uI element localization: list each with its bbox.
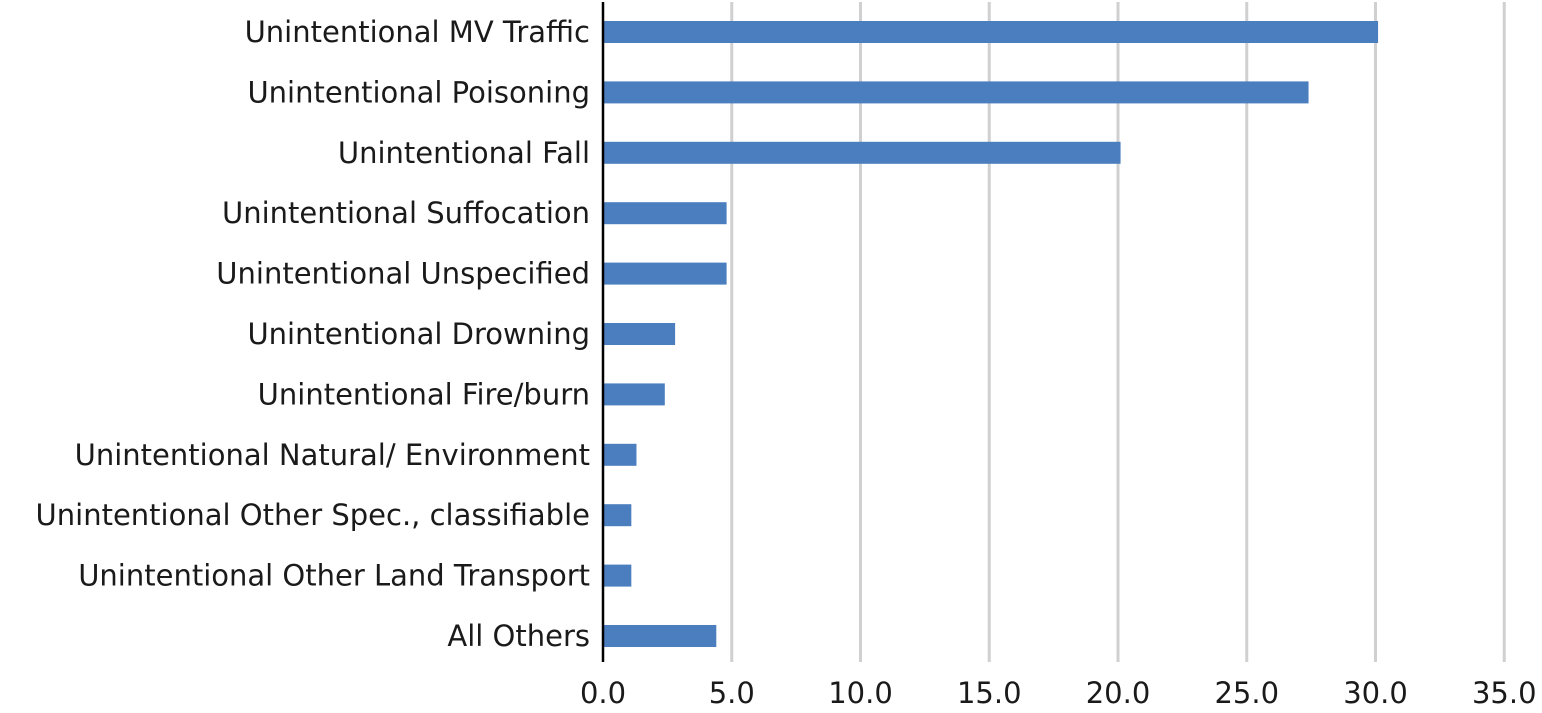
category-label: Unintentional Poisoning [247,75,590,109]
x-tick-label: 30.0 [1343,676,1408,710]
x-tick-label: 5.0 [709,676,755,710]
category-labels: Unintentional MV Traffic Unintentional Po… [36,15,590,653]
category-label: Unintentional Unspecified [216,257,590,291]
x-tick-label: 35.0 [1472,676,1537,710]
bar [603,564,632,587]
bar [603,21,1379,43]
bar [603,383,665,406]
grid-lines [730,2,1506,662]
category-label: Unintentional Fall [338,136,590,170]
bars [603,21,1379,647]
category-label: Unintentional MV Traffic [245,15,590,49]
bar [603,625,717,647]
bar [603,202,727,225]
bar [603,443,637,466]
x-tick-label: 10.0 [828,676,893,710]
bar [603,323,676,345]
bar [603,262,727,285]
category-label: Unintentional Natural/ Environment [75,438,590,472]
category-label: Unintentional Suffocation [222,196,590,230]
x-tick-label: 0.0 [580,676,626,710]
category-label: Unintentional Fire/burn [258,377,590,411]
x-tick-label: 15.0 [957,676,1022,710]
category-label: All Others [447,619,590,653]
category-label: Unintentional Other Land Transport [78,559,590,593]
category-label: Unintentional Other Spec., classifiable [36,498,590,532]
x-tick-labels: 0.0 5.0 10.0 15.0 20.0 25.0 30.0 35.0 [580,676,1537,710]
x-tick-label: 20.0 [1086,676,1151,710]
x-tick-label: 25.0 [1214,676,1279,710]
category-label: Unintentional Drowning [247,317,590,351]
bar [603,141,1121,164]
bar [603,81,1309,104]
bar [603,504,632,527]
